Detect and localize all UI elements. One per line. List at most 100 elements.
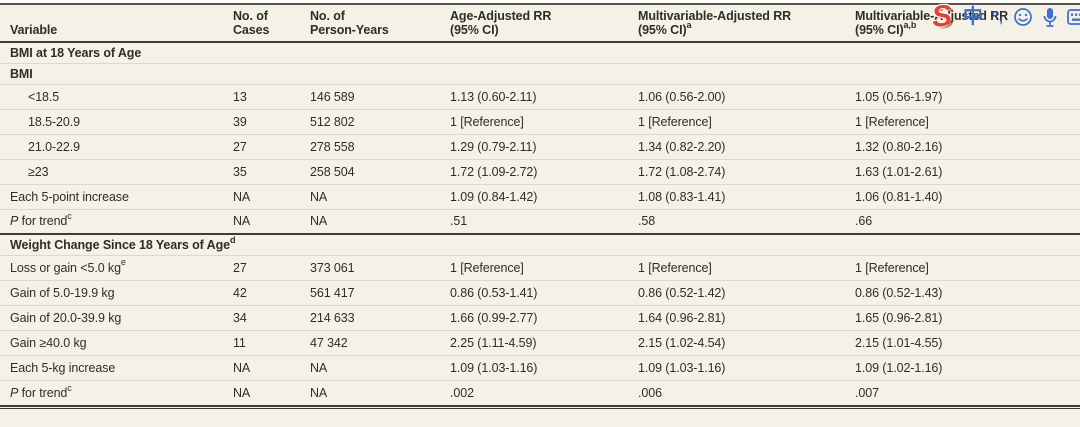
multivariable-adjusted-rr2-cell: 1 [Reference] (855, 254, 1080, 280)
multivariable-adjusted-rr2-cell: 1.09 (1.02-1.16) (855, 354, 1080, 380)
subheader-row: BMI (0, 62, 1080, 84)
age-adjusted-rr-cell: 1.72 (1.09-2.72) (450, 158, 638, 184)
subheader-label: BMI (0, 62, 1080, 84)
table-row: Gain of 5.0-19.9 kg 42 561 417 0.86 (0.53-1… (0, 279, 1080, 305)
multivariable-adjusted-rr-cell: 0.86 (0.52-1.42) (638, 279, 855, 305)
person-years-cell: 373 061 (310, 254, 450, 280)
age-adjusted-rr-cell: 1 [Reference] (450, 254, 638, 280)
column-header: Multivariable-Adjusted RR (95% CI)a (638, 9, 792, 37)
variable-label: Loss or gain <5.0 kge (0, 254, 233, 280)
multivariable-adjusted-rr-cell: 1.64 (0.96-2.81) (638, 304, 855, 330)
multivariable-adjusted-rr-cell: 2.15 (1.02-4.54) (638, 329, 855, 355)
person-years-cell: NA (310, 354, 450, 380)
table-row: 18.5-20.9 39 512 802 1 [Reference] 1 [Refere… (0, 108, 1080, 134)
cases-cell: NA (233, 379, 310, 405)
column-header: Multivariable-Adjusted RR (95% CI)a,b (855, 9, 1009, 37)
age-adjusted-rr-cell: 0.86 (0.53-1.41) (450, 279, 638, 305)
age-adjusted-rr-cell: 2.25 (1.11-4.59) (450, 329, 638, 355)
person-years-cell: 214 633 (310, 304, 450, 330)
multivariable-adjusted-rr2-cell: .007 (855, 379, 1080, 405)
table-row: P for trendc NA NA .002.006.007 (0, 379, 1080, 405)
person-years-cell: NA (310, 208, 450, 234)
variable-label: ≥23 (0, 158, 233, 184)
table-row: 21.0-22.9 27 278 558 1.29 (0.79-2.11) 1.34 (… (0, 133, 1080, 159)
virtual-keyboard-icon[interactable] (1067, 8, 1080, 26)
emoji-picker-icon[interactable] (1013, 7, 1033, 27)
age-adjusted-rr-cell: 1 [Reference] (450, 108, 638, 134)
chinese-input-mode-icon[interactable]: 中 (962, 6, 983, 28)
multivariable-adjusted-rr-cell: 1 [Reference] (638, 254, 855, 280)
table-row: Loss or gain <5.0 kge 27 373 061 1 [Referen… (0, 254, 1080, 280)
multivariable-adjusted-rr-cell: .58 (638, 208, 855, 234)
table-row: ≥23 35 258 504 1.72 (1.09-2.72) 1.72 (1.08-2… (0, 158, 1080, 184)
variable-label: Gain of 20.0-39.9 kg (0, 304, 233, 330)
voice-input-microphone-icon[interactable] (1042, 7, 1058, 28)
table-row: Each 5-point increase NA NA 1.09 (0.84-1.42… (0, 183, 1080, 209)
punctuation-mode-icon[interactable]: °, (991, 8, 1004, 26)
age-adjusted-rr-cell: 1.09 (0.84-1.42) (450, 183, 638, 209)
sogou-ime-logo-icon[interactable]: S (930, 0, 954, 34)
multivariable-adjusted-rr2-cell: 2.15 (1.01-4.55) (855, 329, 1080, 355)
cases-cell: 13 (233, 83, 310, 109)
variable-label: P for trendc (0, 208, 233, 234)
multivariable-adjusted-rr-cell: .006 (638, 379, 855, 405)
section-header-row: Weight Change Since 18 Years of Aged (0, 233, 1080, 255)
column-header: Variable (10, 23, 58, 37)
variable-label: P for trendc (0, 379, 233, 405)
table-header: Variable No. of Cases No. of Person-Years Age… (0, 5, 1080, 42)
multivariable-adjusted-rr-cell: 1.06 (0.56-2.00) (638, 83, 855, 109)
multivariable-adjusted-rr2-cell: .66 (855, 208, 1080, 234)
age-adjusted-rr-cell: 1.09 (1.03-1.16) (450, 354, 638, 380)
multivariable-adjusted-rr2-cell: 1.63 (1.01-2.61) (855, 158, 1080, 184)
cases-cell: 11 (233, 329, 310, 355)
cases-cell: 39 (233, 108, 310, 134)
person-years-cell: 561 417 (310, 279, 450, 305)
cases-cell: 35 (233, 158, 310, 184)
person-years-cell: 146 589 (310, 83, 450, 109)
person-years-cell: 47 342 (310, 329, 450, 355)
multivariable-adjusted-rr2-cell: 1.32 (0.80-2.16) (855, 133, 1080, 159)
multivariable-adjusted-rr-cell: 1.08 (0.83-1.41) (638, 183, 855, 209)
age-adjusted-rr-cell: 1.13 (0.60-2.11) (450, 83, 638, 109)
multivariable-adjusted-rr2-cell: 1.05 (0.56-1.97) (855, 83, 1080, 109)
table-row: <18.5 13 146 589 1.13 (0.60-2.11) 1.06 (0.56… (0, 83, 1080, 109)
ime-toolbar: S 中 °, (930, 0, 1080, 34)
table-header-row: Variable No. of Cases No. of Person-Years Age… (0, 5, 1080, 42)
cases-cell: NA (233, 354, 310, 380)
column-header: No. of Cases (233, 9, 270, 37)
variable-label: Gain ≥40.0 kg (0, 329, 233, 355)
section-header-label: BMI at 18 Years of Age (0, 41, 1080, 63)
multivariable-adjusted-rr-cell: 1.34 (0.82-2.20) (638, 133, 855, 159)
table-row: Gain ≥40.0 kg 11 47 342 2.25 (1.11-4.59) 2.1… (0, 329, 1080, 355)
variable-label: <18.5 (0, 83, 233, 109)
table-row: Gain of 20.0-39.9 kg 34 214 633 1.66 (0.99-… (0, 304, 1080, 330)
top-rule (0, 0, 1080, 5)
cases-cell: 34 (233, 304, 310, 330)
cases-cell: 27 (233, 133, 310, 159)
section-header-label: Weight Change Since 18 Years of Aged (0, 233, 1080, 255)
multivariable-adjusted-rr-cell: 1 [Reference] (638, 108, 855, 134)
person-years-cell: NA (310, 183, 450, 209)
cases-cell: 42 (233, 279, 310, 305)
person-years-cell: 512 802 (310, 108, 450, 134)
age-adjusted-rr-cell: 1.66 (0.99-2.77) (450, 304, 638, 330)
multivariable-adjusted-rr2-cell: 1 [Reference] (855, 108, 1080, 134)
column-header: No. of Person-Years (310, 9, 389, 37)
variable-label: Each 5-point increase (0, 183, 233, 209)
bottom-rule (0, 405, 1080, 409)
person-years-cell: NA (310, 379, 450, 405)
age-adjusted-rr-cell: .002 (450, 379, 638, 405)
person-years-cell: 278 558 (310, 133, 450, 159)
age-adjusted-rr-cell: .51 (450, 208, 638, 234)
multivariable-adjusted-rr2-cell: 1.06 (0.81-1.40) (855, 183, 1080, 209)
cases-cell: 27 (233, 254, 310, 280)
cases-cell: NA (233, 183, 310, 209)
variable-label: 21.0-22.9 (0, 133, 233, 159)
rr-results-table: Variable No. of Cases No. of Person-Years Age… (0, 5, 1080, 405)
age-adjusted-rr-cell: 1.29 (0.79-2.11) (450, 133, 638, 159)
multivariable-adjusted-rr-cell: 1.09 (1.03-1.16) (638, 354, 855, 380)
variable-label: 18.5-20.9 (0, 108, 233, 134)
table-body: BMI at 18 Years of Age BMI <18.5 13 146 589 1… (0, 41, 1080, 405)
person-years-cell: 258 504 (310, 158, 450, 184)
